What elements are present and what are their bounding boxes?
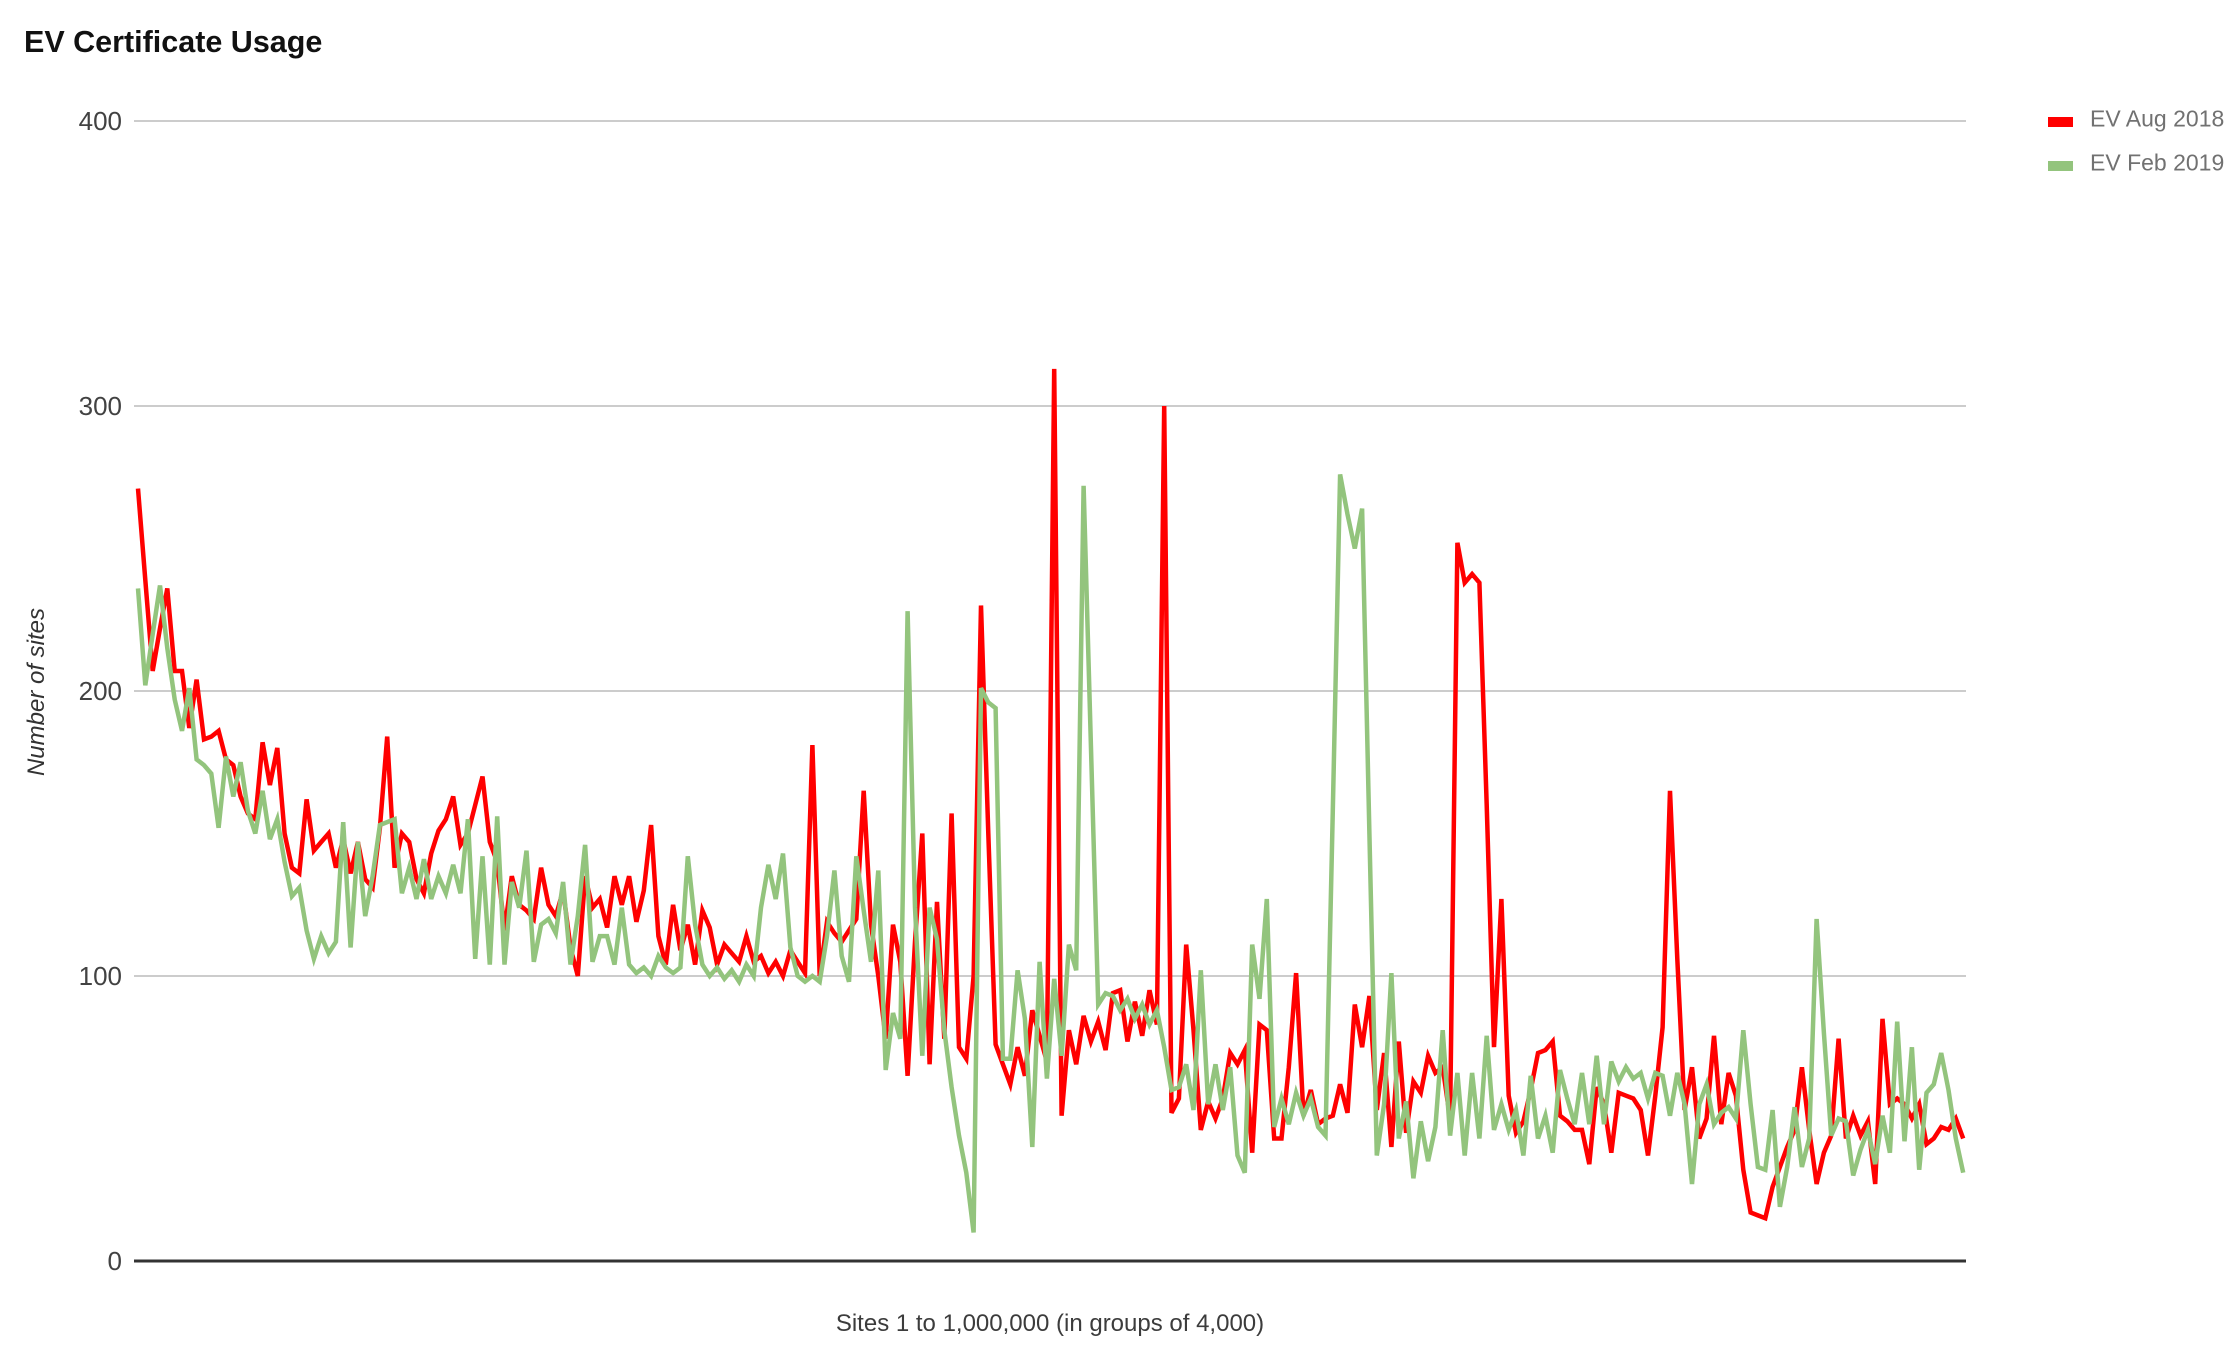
svg-text:EV Feb 2019: EV Feb 2019 [2090,150,2224,176]
svg-text:300: 300 [79,391,122,421]
svg-text:100: 100 [79,961,122,991]
svg-text:Number of sites: Number of sites [23,608,50,776]
svg-text:EV Aug 2018: EV Aug 2018 [2090,106,2224,132]
svg-text:Sites 1 to 1,000,000 (in group: Sites 1 to 1,000,000 (in groups of 4,000… [836,1310,1264,1337]
svg-text:200: 200 [79,676,122,706]
svg-text:400: 400 [79,106,122,136]
svg-text:0: 0 [108,1246,122,1276]
svg-text:EV Certificate Usage: EV Certificate Usage [24,25,322,59]
